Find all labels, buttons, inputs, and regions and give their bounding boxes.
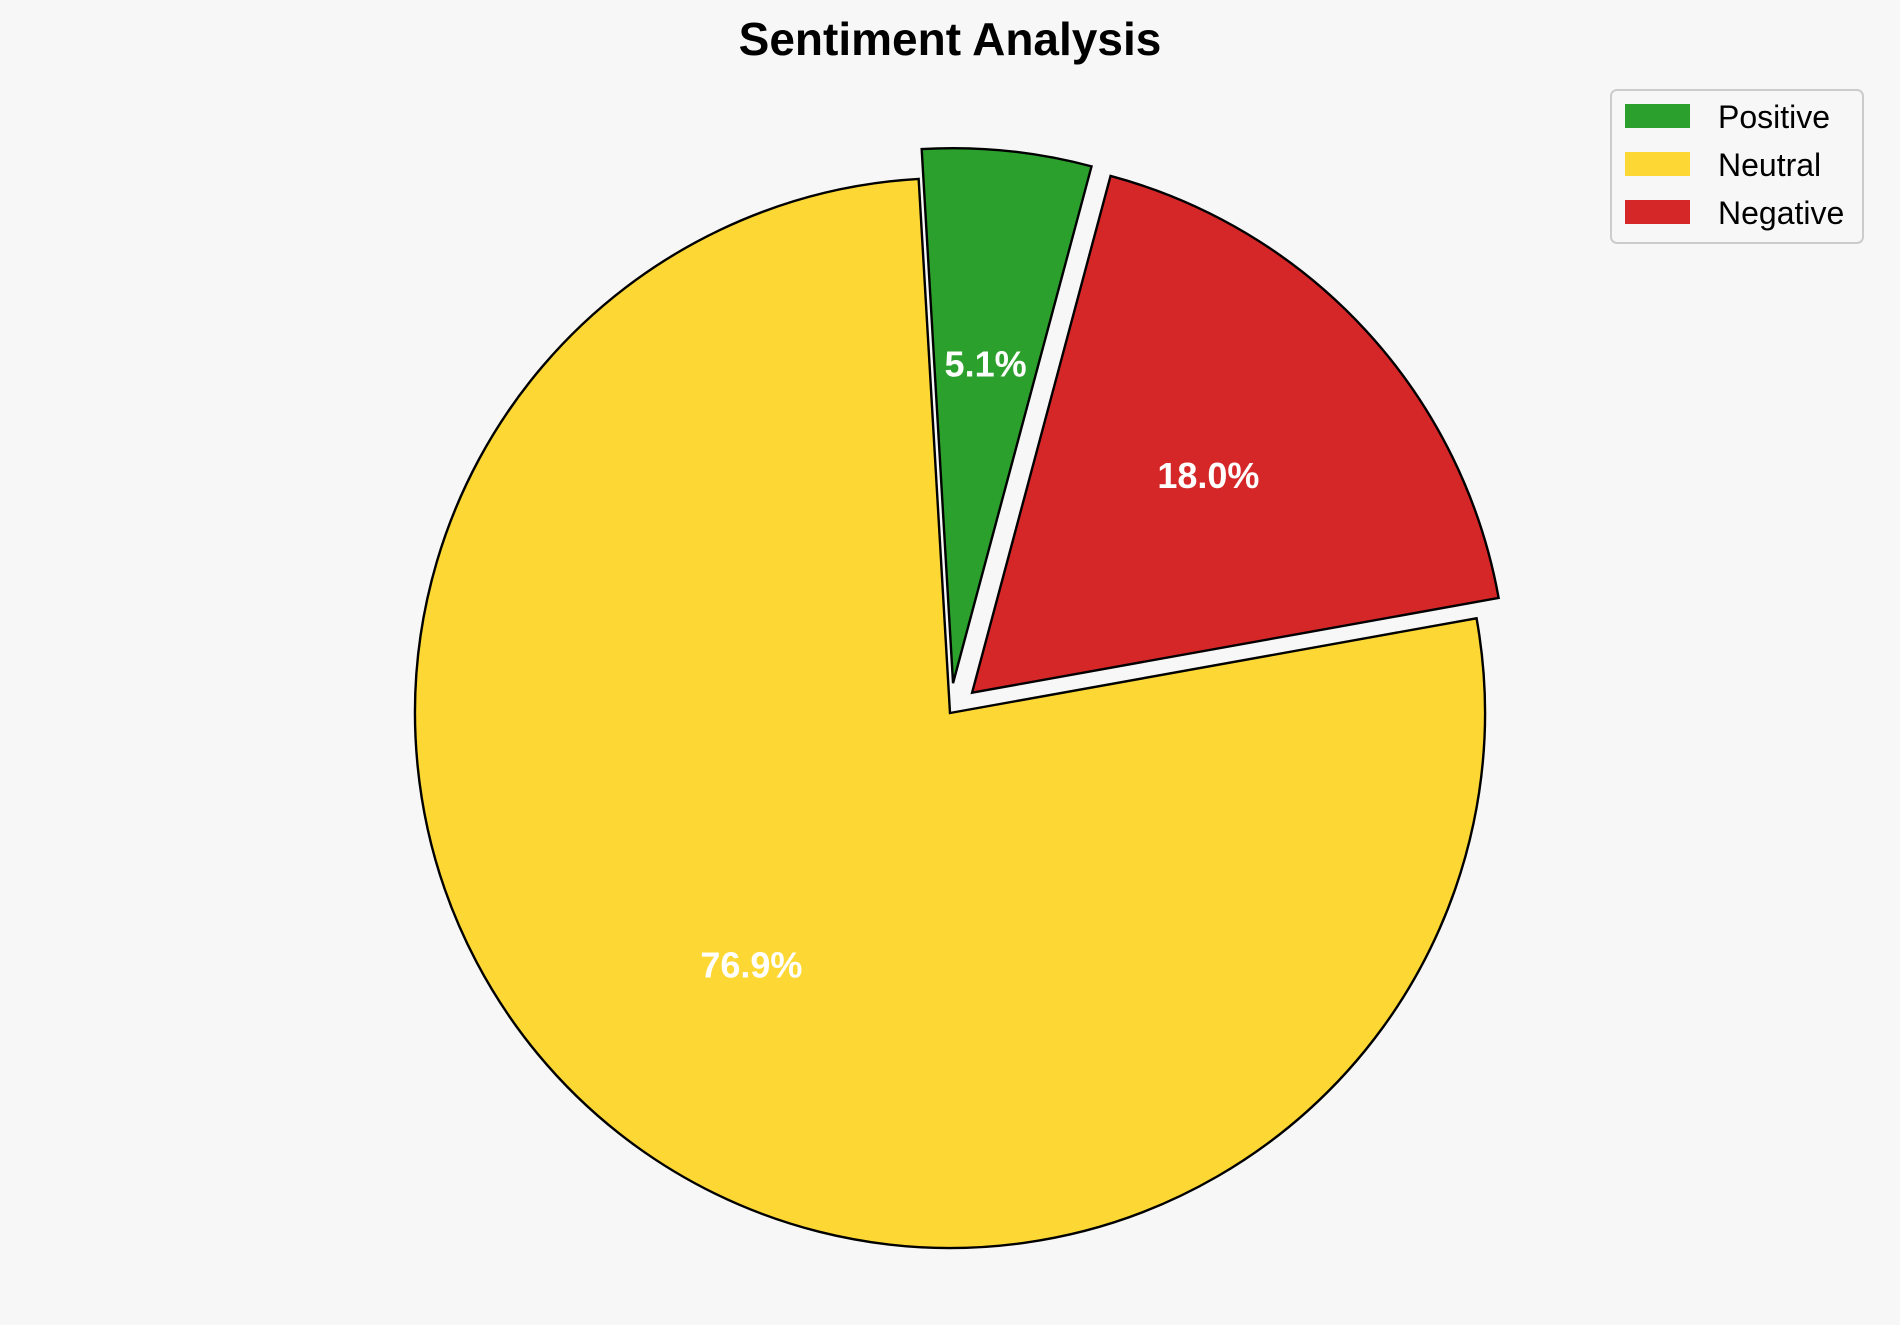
slice-label-negative: 18.0%	[1157, 455, 1259, 496]
legend: Positive Neutral Negative	[1610, 89, 1864, 244]
legend-item-neutral: Neutral	[1625, 147, 1821, 183]
pie-slices	[413, 146, 1501, 1250]
pie-slice-negative	[970, 174, 1501, 695]
legend-label-negative: Negative	[1718, 195, 1844, 231]
pie-slice-neutral	[413, 177, 1487, 1250]
pie-labels: 5.1% 76.9% 18.0%	[700, 343, 1259, 985]
legend-label-neutral: Neutral	[1718, 147, 1821, 183]
legend-swatch-neutral	[1625, 152, 1690, 176]
slice-label-positive: 5.1%	[945, 343, 1027, 384]
legend-swatch-negative	[1625, 200, 1690, 224]
legend-item-negative: Negative	[1625, 195, 1844, 231]
legend-item-positive: Positive	[1625, 99, 1830, 135]
pie-slice-positive	[920, 146, 1093, 684]
legend-swatch-positive	[1625, 104, 1690, 128]
slice-label-neutral: 76.9%	[700, 945, 802, 986]
chart-title: Sentiment Analysis	[739, 13, 1162, 65]
legend-label-positive: Positive	[1718, 99, 1830, 135]
